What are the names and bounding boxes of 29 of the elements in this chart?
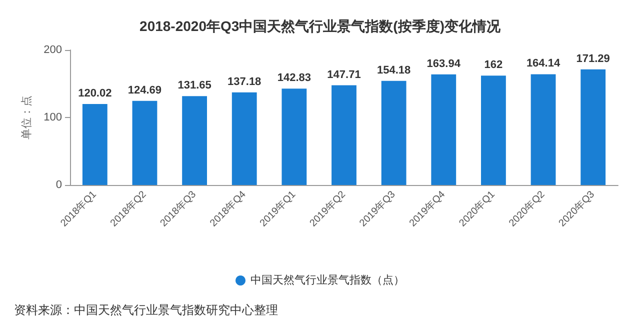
data-label: 162 — [484, 59, 503, 72]
data-label: 142.83 — [277, 72, 312, 84]
data-label: 131.65 — [178, 80, 212, 92]
bar — [232, 92, 257, 185]
y-axis-title: 单位：点 — [20, 96, 34, 140]
data-label: 124.69 — [128, 84, 162, 96]
y-tick-label: 0 — [56, 179, 62, 191]
y-tick-label: 100 — [44, 112, 62, 124]
bar — [481, 76, 506, 185]
data-label: 120.02 — [78, 87, 112, 100]
bar — [182, 96, 207, 185]
bar — [431, 74, 456, 185]
data-label: 154.18 — [376, 64, 411, 76]
bar — [530, 74, 556, 185]
text: 资料来源：中国天然气行业景气指数研究中心整理 — [14, 303, 278, 317]
y-tick-label: 200 — [44, 44, 62, 56]
legend-label: 中国天然气行业景气指数（点） — [250, 274, 404, 286]
data-label: 163.94 — [426, 58, 462, 70]
bar — [132, 100, 158, 185]
data-label: 171.29 — [576, 52, 610, 65]
bar — [282, 88, 307, 185]
bar — [381, 80, 406, 185]
chart-title: 2018-2020年Q3中国天然气行业景气指数(按季度)变化情况 — [140, 18, 502, 34]
bar — [580, 69, 606, 185]
bar — [82, 104, 108, 185]
data-label: 147.71 — [327, 68, 361, 81]
data-label: 164.14 — [526, 58, 561, 70]
data-label: 137.18 — [228, 76, 262, 88]
bar — [332, 85, 356, 185]
